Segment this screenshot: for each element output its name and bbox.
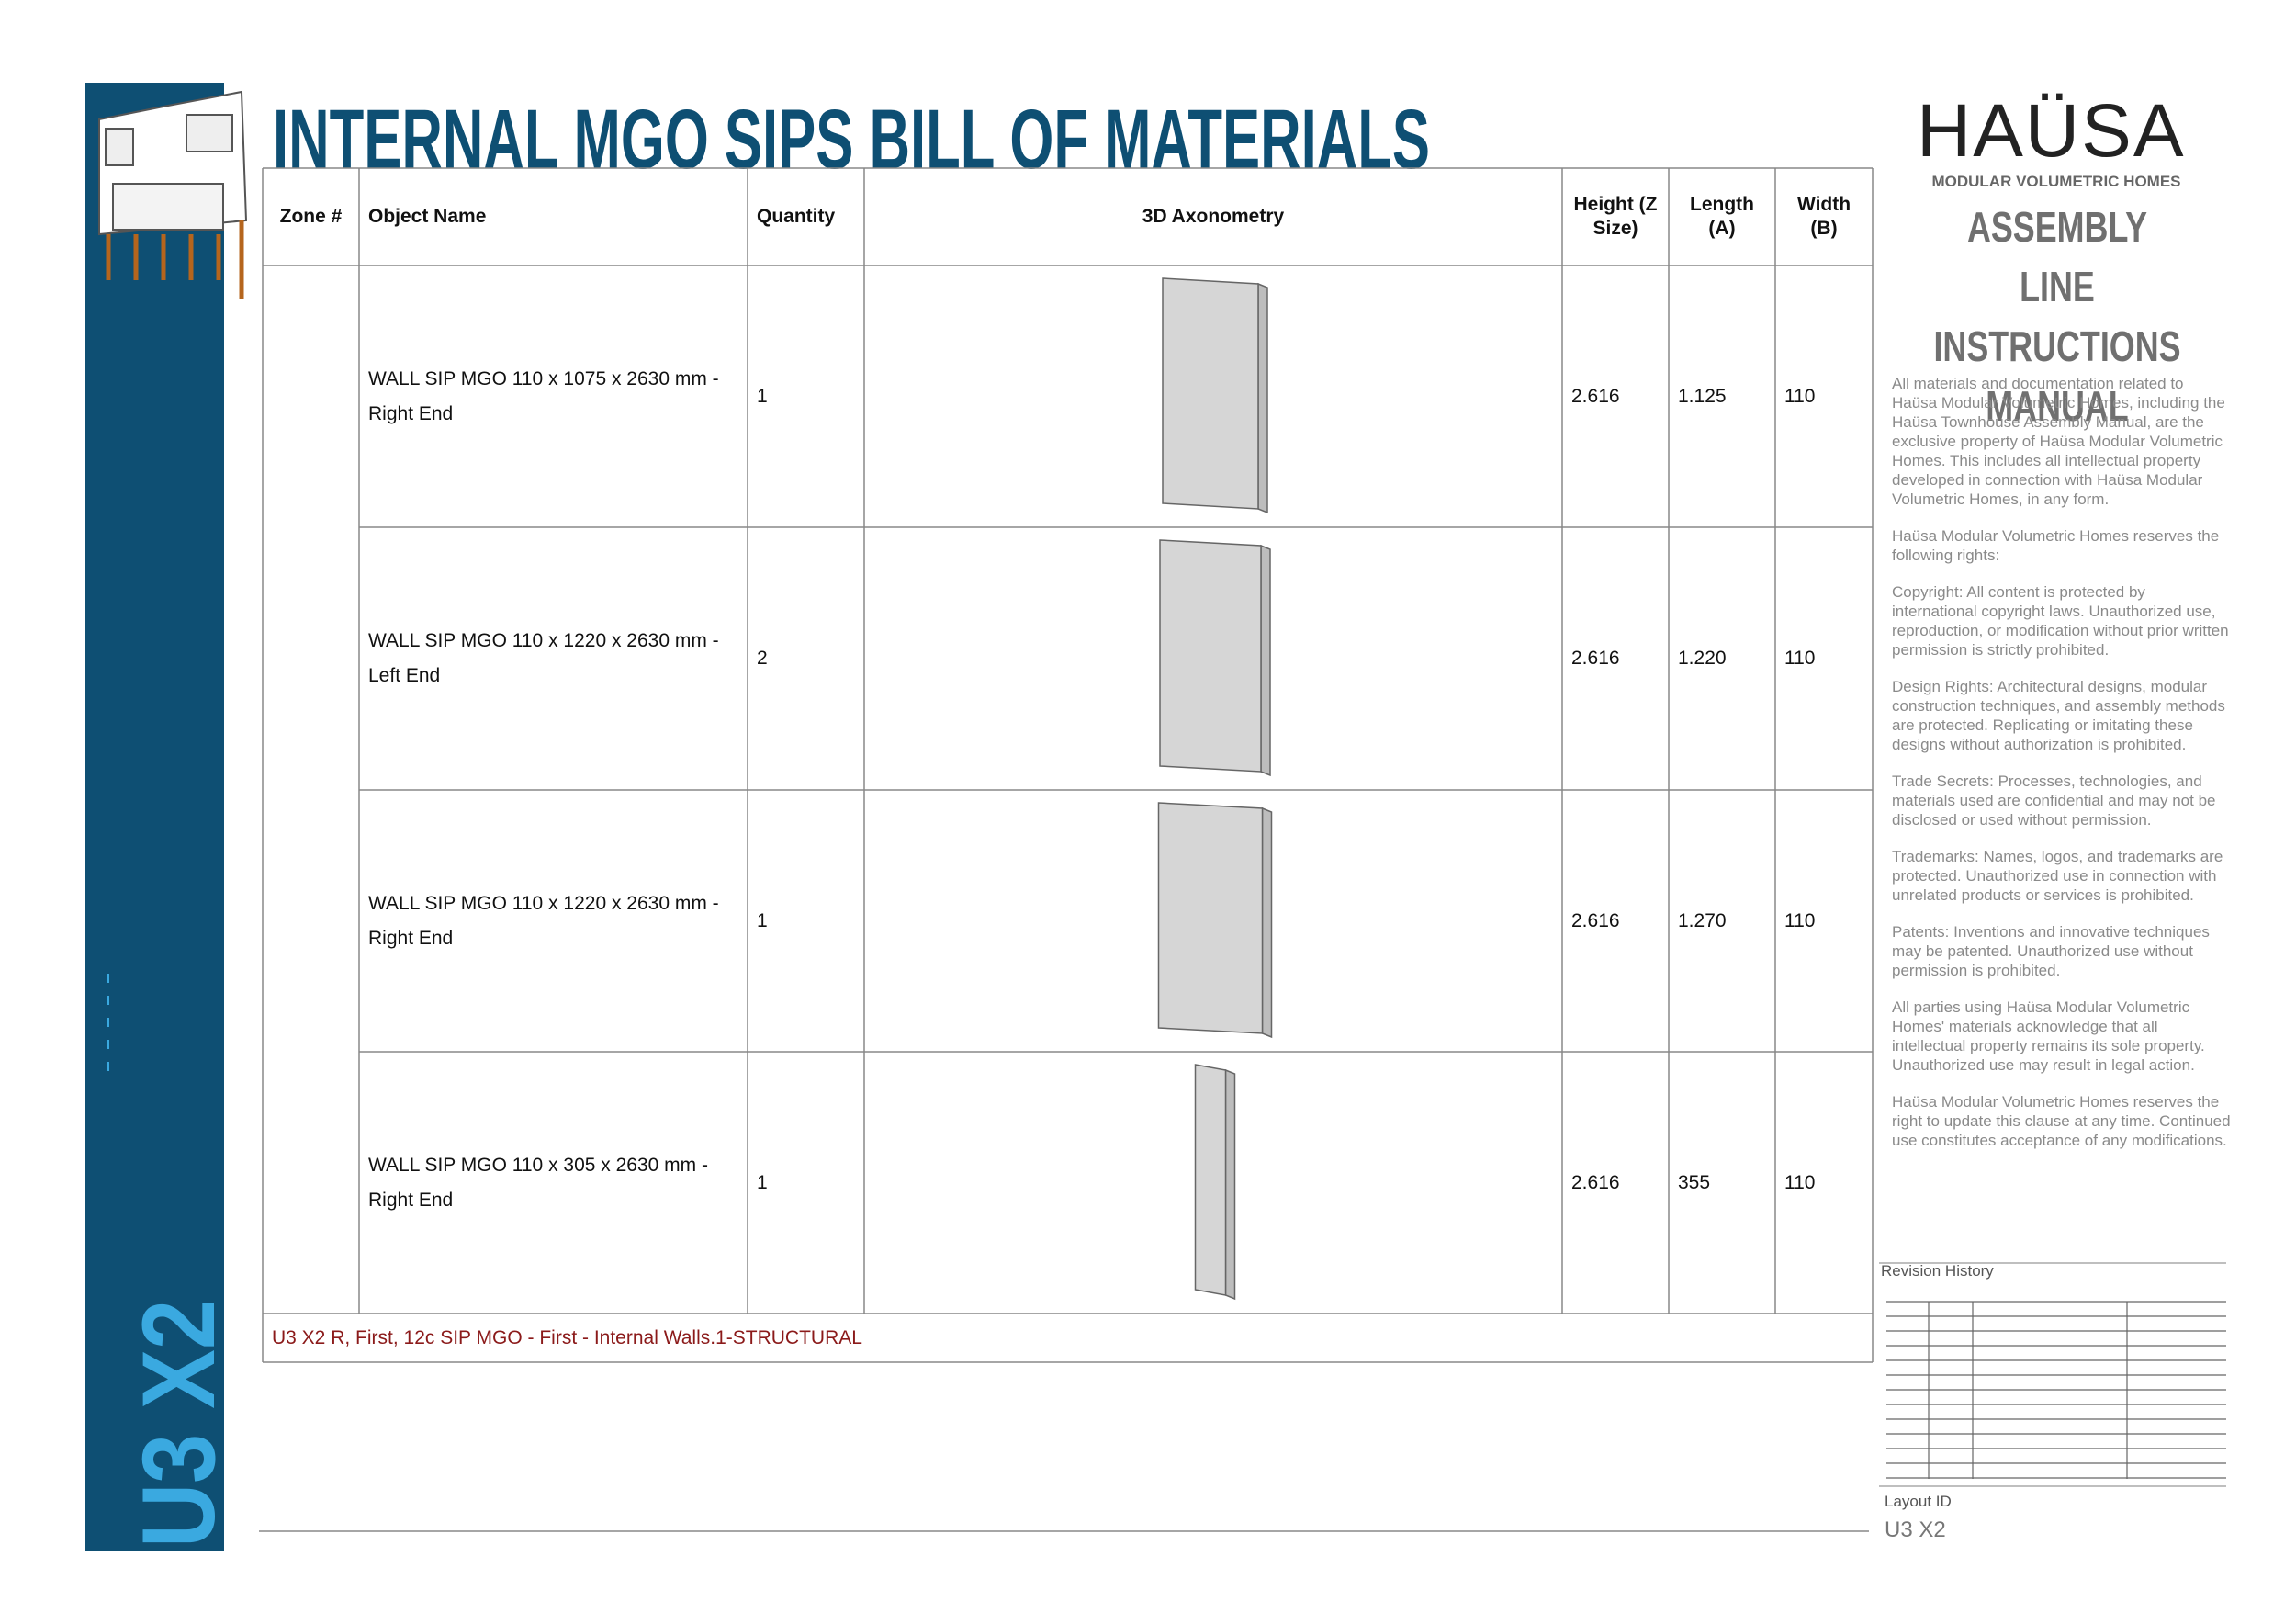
sidebar <box>85 83 224 1551</box>
panel-side <box>1257 282 1268 514</box>
table-cell: 2 <box>757 648 768 669</box>
panel-side <box>1224 1068 1236 1301</box>
legal-paragraph: Patents: Inventions and innovative techn… <box>1892 923 2210 979</box>
table-cell: WALL SIP MGO 110 x 1220 x 2630 mm - Righ… <box>368 892 719 949</box>
table-cell: 1 <box>757 909 768 931</box>
table-cell: 1.220 <box>1678 648 1727 669</box>
panel-side <box>1261 806 1273 1039</box>
table-cell: 2.616 <box>1571 1171 1620 1193</box>
table-cell: 1 <box>757 1171 768 1193</box>
table-cell: 355 <box>1678 1171 1711 1193</box>
table-cell: 110 <box>1784 385 1816 407</box>
panel-face <box>1162 277 1259 510</box>
column-header: Quantity <box>757 206 836 227</box>
column-header: 3D Axonometry <box>1142 206 1285 227</box>
layout-id: U3 X2 <box>1885 1517 1946 1542</box>
column-header: Zone # <box>279 206 343 227</box>
column-header: Length (A) <box>1690 194 1754 239</box>
legal-paragraph: Haüsa Modular Volumetric Homes reserves … <box>1892 1093 2231 1149</box>
legal-paragraph: All materials and documentation related … <box>1892 375 2225 508</box>
panel-face <box>1194 1064 1227 1296</box>
logo: HAÜSA <box>1917 89 2186 173</box>
column-header: Width (B) <box>1796 194 1851 239</box>
table-cell: WALL SIP MGO 110 x 305 x 2630 mm - Right… <box>368 1154 708 1211</box>
table-cell: 1.125 <box>1678 385 1727 407</box>
panel-side <box>1260 544 1271 777</box>
legal-paragraph: Trademarks: Names, logos, and trademarks… <box>1892 848 2223 904</box>
table-cell: 1 <box>757 385 768 407</box>
sidebar-label: U3 X2 <box>121 1300 236 1548</box>
revision-label: Revision History <box>1881 1262 1994 1280</box>
column-header: Height (Z Size) <box>1573 194 1658 239</box>
table-cell: WALL SIP MGO 110 x 1075 x 2630 mm - Righ… <box>368 367 719 424</box>
table-cell: 2.616 <box>1571 648 1620 669</box>
legal-paragraph: All parties using Haüsa Modular Volumetr… <box>1892 998 2205 1074</box>
layout-label: Layout ID <box>1885 1493 1952 1510</box>
logo-subtitle: MODULAR VOLUMETRIC HOMES <box>1931 173 2181 190</box>
legal-paragraph: Trade Secrets: Processes, technologies, … <box>1892 773 2216 829</box>
panel-face <box>1157 802 1264 1034</box>
table-cell: 110 <box>1784 1171 1816 1193</box>
manual-title-line: INSTRUCTIONS <box>1933 322 2181 370</box>
manual-title: ASSEMBLY LINE INSTRUCTIONS MANUAL <box>1892 197 2223 436</box>
table-cell: 2.616 <box>1571 385 1620 407</box>
table-cell: WALL SIP MGO 110 x 1220 x 2630 mm - Left… <box>368 630 719 686</box>
legal-paragraph: Copyright: All content is protected by i… <box>1892 583 2229 659</box>
column-header: Object Name <box>368 206 487 227</box>
manual-title-line: ASSEMBLY LINE <box>1966 203 2148 310</box>
legal-paragraph: Design Rights: Architectural designs, mo… <box>1892 678 2225 753</box>
sidebar-art: U3 X2 <box>98 90 248 1548</box>
table-footer: U3 X2 R, First, 12c SIP MGO - First - In… <box>272 1326 862 1348</box>
table-cell: 110 <box>1784 909 1816 931</box>
legal-text: All materials and documentation related … <box>1892 374 2232 1167</box>
table-cell: 2.616 <box>1571 909 1620 931</box>
table-cell: 110 <box>1784 648 1816 669</box>
title-wrap: INTERNAL MGO SIPS BILL OF MATERIALS <box>273 93 1430 175</box>
legal-paragraph: Haüsa Modular Volumetric Homes reserves … <box>1892 527 2220 564</box>
manual-title-line: MANUAL <box>1986 382 2129 430</box>
table-cell: 1.270 <box>1678 909 1727 931</box>
panel-face <box>1159 539 1262 773</box>
page-title: INTERNAL MGO SIPS BILL OF MATERIALS <box>273 93 1430 175</box>
